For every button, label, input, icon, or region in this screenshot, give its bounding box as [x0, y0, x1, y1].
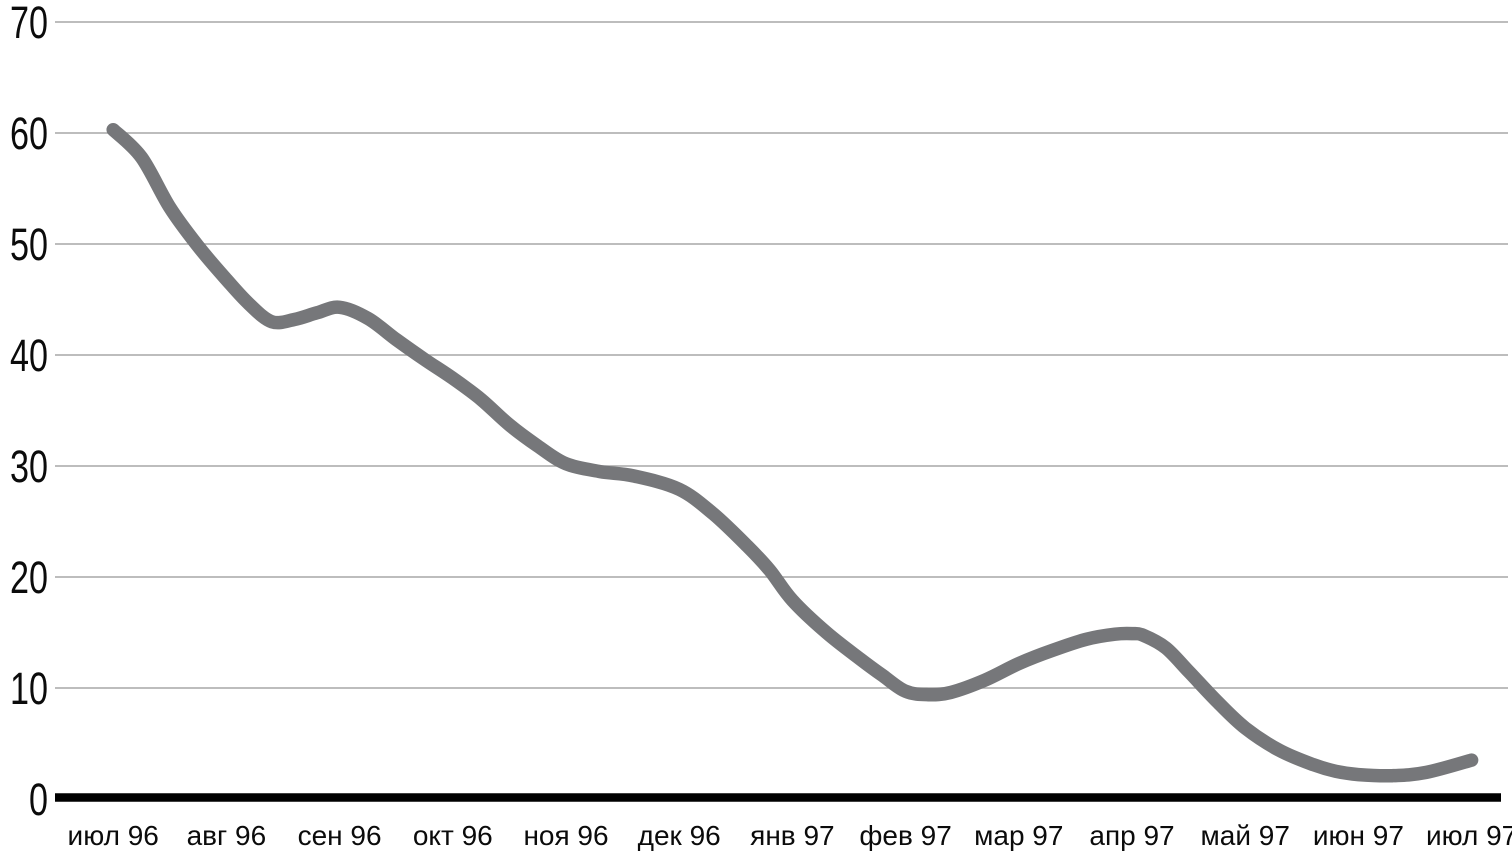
x-axis-tick-label: апр 97: [1089, 820, 1174, 851]
x-axis-tick-label: июл 96: [68, 820, 159, 851]
x-axis-tick-label: дек 96: [638, 820, 721, 851]
x-axis-tick-label: окт 96: [413, 820, 493, 851]
x-axis-tick-label: июл 97: [1426, 820, 1512, 851]
x-axis-labels: июл 96 авг 96 сен 96 окт 96 ноя 96 дек 96 янв …: [68, 820, 1512, 851]
y-axis-tick-label: 30: [10, 441, 48, 492]
data-series-line: [106, 122, 1479, 783]
y-axis-tick-label: 50: [10, 219, 48, 270]
y-axis-tick-label: 20: [10, 552, 48, 603]
gridlines: [55, 21, 1508, 689]
x-axis-tick-label: июн 97: [1313, 820, 1404, 851]
x-axis-tick-label: сен 96: [298, 820, 382, 851]
x-axis-tick-label: авг 96: [187, 820, 267, 851]
x-axis-tick-label: ноя 96: [523, 820, 608, 851]
y-axis-tick-label: 70: [10, 0, 48, 48]
x-axis-tick-label: янв 97: [750, 820, 834, 851]
y-axis-tick-label: 0: [29, 774, 48, 825]
x-axis-tick-label: фев 97: [859, 820, 951, 851]
y-axis-labels: 0 10 20 30 40 50 60 70: [10, 0, 48, 825]
x-axis-tick-label: мар 97: [974, 820, 1063, 851]
y-axis-tick-label: 10: [10, 663, 48, 714]
x-axis-tick-label: май 97: [1201, 820, 1290, 851]
y-axis-tick-label: 40: [10, 330, 48, 381]
y-axis-tick-label: 60: [10, 108, 48, 159]
